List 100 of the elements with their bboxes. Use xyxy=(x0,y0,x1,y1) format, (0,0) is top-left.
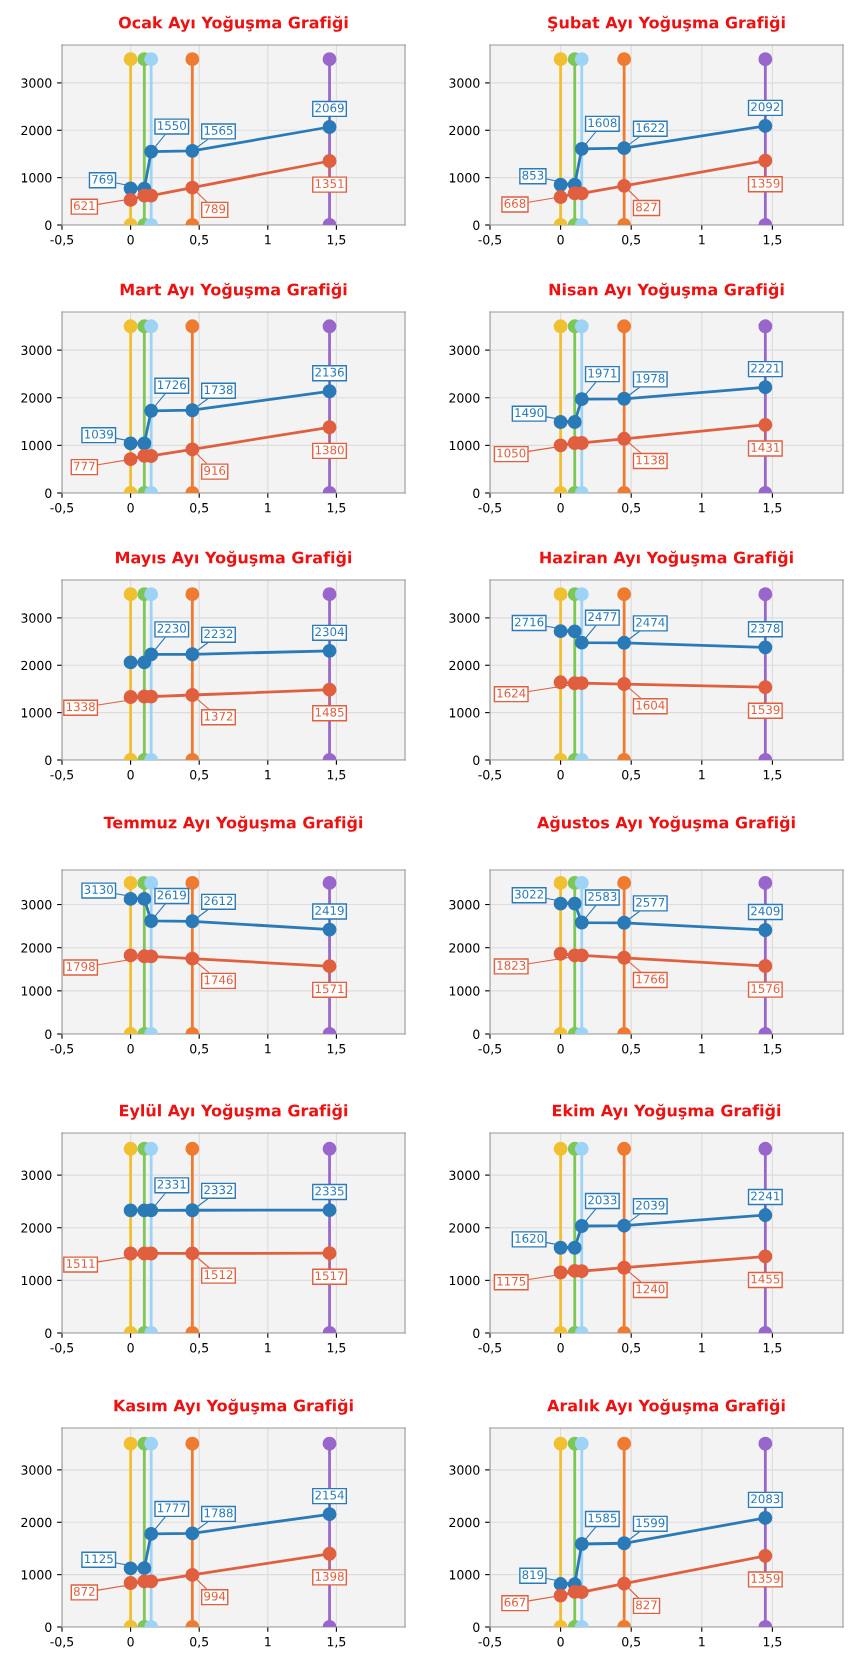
point xyxy=(137,436,152,451)
point xyxy=(185,1436,200,1451)
point xyxy=(322,682,337,697)
data-label: 1599 xyxy=(636,1518,665,1528)
y-tick-label: 2000 xyxy=(21,660,52,671)
point xyxy=(574,319,589,334)
point xyxy=(322,1507,337,1522)
point xyxy=(185,403,200,418)
x-tick-label: 0,5 xyxy=(622,1636,641,1648)
point xyxy=(574,1537,589,1551)
point xyxy=(144,52,159,67)
point xyxy=(185,1246,200,1261)
data-label: 2241 xyxy=(751,1191,780,1201)
data-label: 2716 xyxy=(514,617,544,627)
point xyxy=(567,624,582,639)
chart-title: Haziran Ayı Yoğuşma Grafiği xyxy=(540,550,793,567)
data-label: 916 xyxy=(204,466,226,476)
y-tick-label: 2000 xyxy=(449,660,480,671)
data-label: 2332 xyxy=(204,1185,233,1195)
y-tick-label: 2000 xyxy=(21,943,52,953)
y-tick-label: 1000 xyxy=(449,708,480,718)
x-tick-label: 1,5 xyxy=(763,503,782,514)
x-tick-label: 0 xyxy=(557,1636,564,1647)
x-tick-label: 1,5 xyxy=(763,1343,782,1354)
x-tick-label: 1 xyxy=(265,770,271,780)
y-tick-label: 3000 xyxy=(449,78,480,88)
data-label: 2069 xyxy=(315,103,344,113)
data-label: 2378 xyxy=(751,623,780,633)
data-label: 668 xyxy=(504,198,526,208)
data-label: 2474 xyxy=(636,617,665,627)
data-label: 2304 xyxy=(315,627,344,637)
data-label: 2477 xyxy=(588,612,617,621)
point xyxy=(123,587,138,602)
x-tick-label: 1 xyxy=(699,1637,705,1647)
point xyxy=(322,1546,337,1561)
point xyxy=(123,655,138,670)
y-tick-label: 3000 xyxy=(21,78,52,88)
x-tick-label: 0,5 xyxy=(622,1342,641,1354)
data-label: 3022 xyxy=(515,889,543,899)
data-label: 2612 xyxy=(204,896,233,906)
point xyxy=(144,1141,159,1156)
point xyxy=(322,319,337,334)
point xyxy=(185,442,200,457)
point xyxy=(617,635,632,650)
point xyxy=(185,876,200,890)
point xyxy=(574,635,589,650)
point xyxy=(123,1436,138,1451)
data-label: 853 xyxy=(522,170,544,180)
point xyxy=(574,52,589,67)
point xyxy=(567,415,582,429)
data-label: 1608 xyxy=(588,118,617,128)
y-tick-label: 1000 xyxy=(21,986,52,996)
data-label: 667 xyxy=(504,1597,526,1607)
x-tick-label: -0,5 xyxy=(478,502,502,514)
x-tick-label: 1 xyxy=(699,503,705,513)
data-label: 1766 xyxy=(636,974,665,984)
x-tick-label: -0,5 xyxy=(50,1342,74,1354)
point xyxy=(322,154,337,168)
chart-title: Mart Ayı Yoğuşma Grafiği xyxy=(120,282,347,299)
y-tick-label: 0 xyxy=(473,1328,480,1338)
point xyxy=(553,876,568,890)
x-tick-label: 0 xyxy=(127,234,134,245)
x-tick-label: 0 xyxy=(127,1636,134,1647)
x-tick-label: 0 xyxy=(557,234,564,245)
data-label: 2033 xyxy=(588,1195,617,1205)
point xyxy=(617,950,632,965)
x-tick-label: 1,5 xyxy=(763,770,782,781)
data-label: 777 xyxy=(74,461,95,471)
point xyxy=(322,876,337,890)
data-label: 1485 xyxy=(315,707,344,717)
data-label: 1359 xyxy=(751,178,780,188)
point xyxy=(617,52,632,67)
point xyxy=(617,178,632,193)
data-label: 994 xyxy=(204,1591,226,1601)
point xyxy=(758,876,773,890)
point xyxy=(185,688,200,702)
data-label: 2154 xyxy=(315,1490,344,1500)
y-tick-label: 3000 xyxy=(449,345,480,356)
y-tick-label: 1000 xyxy=(449,1275,480,1286)
data-label: 1240 xyxy=(636,1284,665,1294)
y-tick-label: 2000 xyxy=(449,393,480,403)
data-label: 1550 xyxy=(158,121,186,130)
chart-title: Şubat Ayı Yoğuşma Grafiği xyxy=(548,15,785,32)
point xyxy=(617,141,632,156)
y-tick-label: 0 xyxy=(473,488,480,498)
data-label: 2083 xyxy=(751,1494,780,1504)
point xyxy=(617,587,632,602)
point xyxy=(574,392,589,407)
y-tick-label: 0 xyxy=(473,755,480,765)
y-tick-label: 2000 xyxy=(449,125,480,136)
point xyxy=(758,1510,773,1525)
point xyxy=(144,587,159,602)
x-tick-label: 1,5 xyxy=(327,503,346,514)
y-tick-label: 2000 xyxy=(21,1223,52,1233)
data-label: 1726 xyxy=(158,380,187,390)
data-label: 1604 xyxy=(636,700,665,710)
x-tick-label: 0,5 xyxy=(190,1043,209,1055)
chart-title: Nisan Ayı Yoğuşma Grafiği xyxy=(549,282,784,299)
y-tick-label: 2000 xyxy=(449,1517,480,1528)
point xyxy=(567,1240,582,1255)
